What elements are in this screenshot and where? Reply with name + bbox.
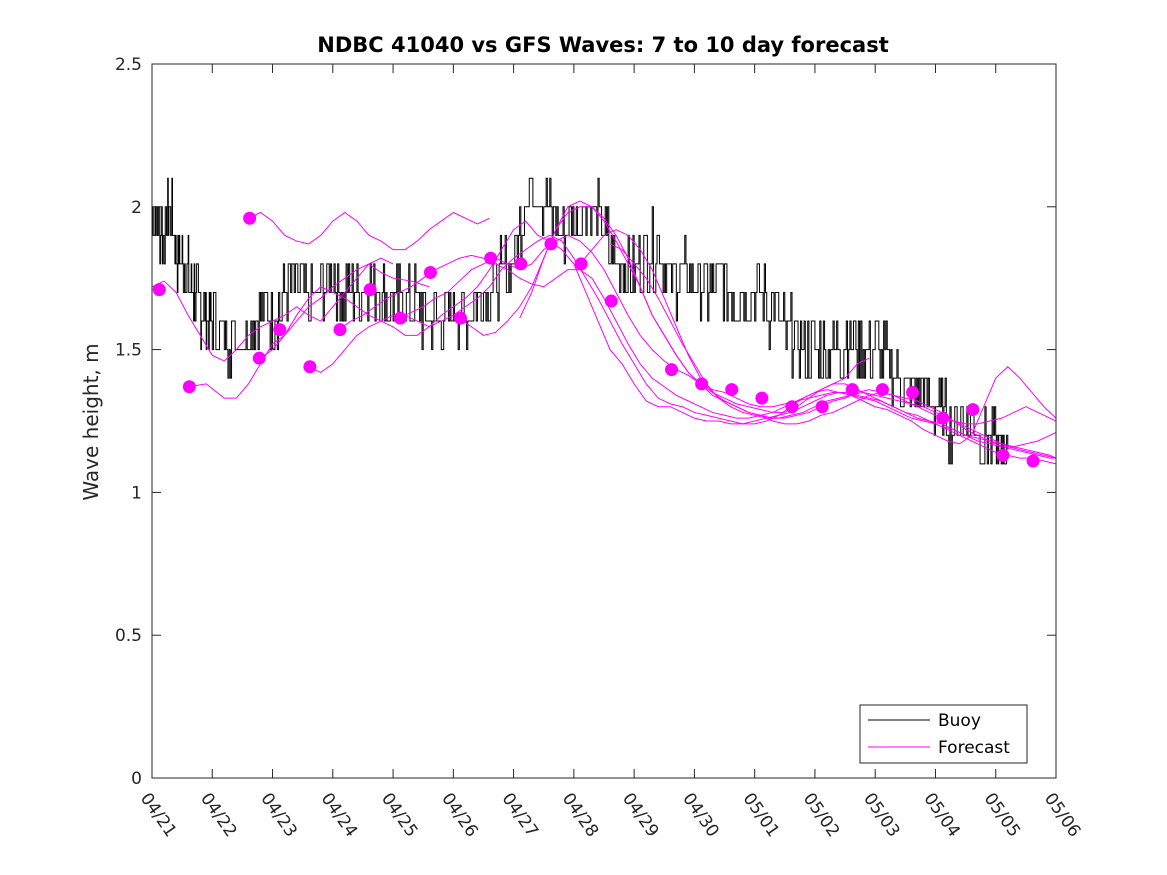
forecast-marker — [875, 383, 889, 397]
forecast-marker — [152, 283, 166, 297]
forecast-line — [609, 243, 1056, 459]
forecast-line — [579, 229, 1056, 459]
forecast-marker — [996, 448, 1010, 462]
legend-forecast-label: Forecast — [938, 738, 1010, 758]
forecast-marker — [243, 211, 257, 225]
forecast-marker — [514, 257, 528, 271]
forecast-marker — [695, 377, 709, 391]
legend-buoy-label: Buoy — [938, 711, 981, 731]
forecast-marker — [604, 294, 618, 308]
axes-box — [151, 63, 1057, 779]
forecast-marker — [252, 351, 266, 365]
forecast-line — [152, 257, 394, 362]
forecast-marker — [333, 323, 347, 337]
series-group — [152, 177, 1056, 468]
y-tick-label: 0.5 — [115, 626, 142, 646]
y-tick-label: 2 — [131, 198, 142, 218]
forecast-marker — [423, 265, 437, 279]
chart-title: NDBC 41040 vs GFS Waves: 7 to 10 day for… — [317, 33, 888, 57]
legend-box — [859, 704, 1028, 764]
forecast-marker — [544, 237, 558, 251]
forecast-marker — [363, 283, 377, 297]
forecast-marker — [815, 400, 829, 414]
buoy-line — [152, 177, 1009, 465]
y-axis-label: Wave height, m — [79, 343, 103, 500]
forecast-marker — [755, 391, 769, 405]
forecast-marker — [845, 383, 859, 397]
y-tick-label: 2.5 — [115, 55, 142, 75]
plot-area — [152, 177, 1056, 468]
forecast-line — [260, 220, 1056, 465]
forecast-marker — [1026, 454, 1040, 468]
forecast-marker — [936, 411, 950, 425]
forecast-marker — [574, 257, 588, 271]
forecast-marker — [454, 311, 468, 325]
forecast-marker — [273, 323, 287, 337]
forecast-line — [188, 263, 430, 399]
forecast-line — [519, 200, 1056, 425]
forecast-line — [248, 211, 490, 251]
y-tick-label: 0 — [131, 769, 142, 789]
forecast-marker — [966, 403, 980, 417]
forecast-marker — [393, 311, 407, 325]
forecast-marker — [182, 380, 196, 394]
y-tick-label: 1 — [131, 483, 142, 503]
legend: Buoy Forecast — [859, 704, 1028, 764]
forecast-marker — [484, 251, 498, 265]
y-tick-label: 1.5 — [115, 341, 142, 361]
forecast-marker — [664, 363, 678, 377]
forecast-marker — [906, 385, 920, 399]
forecast-marker — [303, 360, 317, 374]
forecast-line — [308, 234, 1056, 445]
forecast-marker — [725, 383, 739, 397]
forecast-marker — [785, 400, 799, 414]
